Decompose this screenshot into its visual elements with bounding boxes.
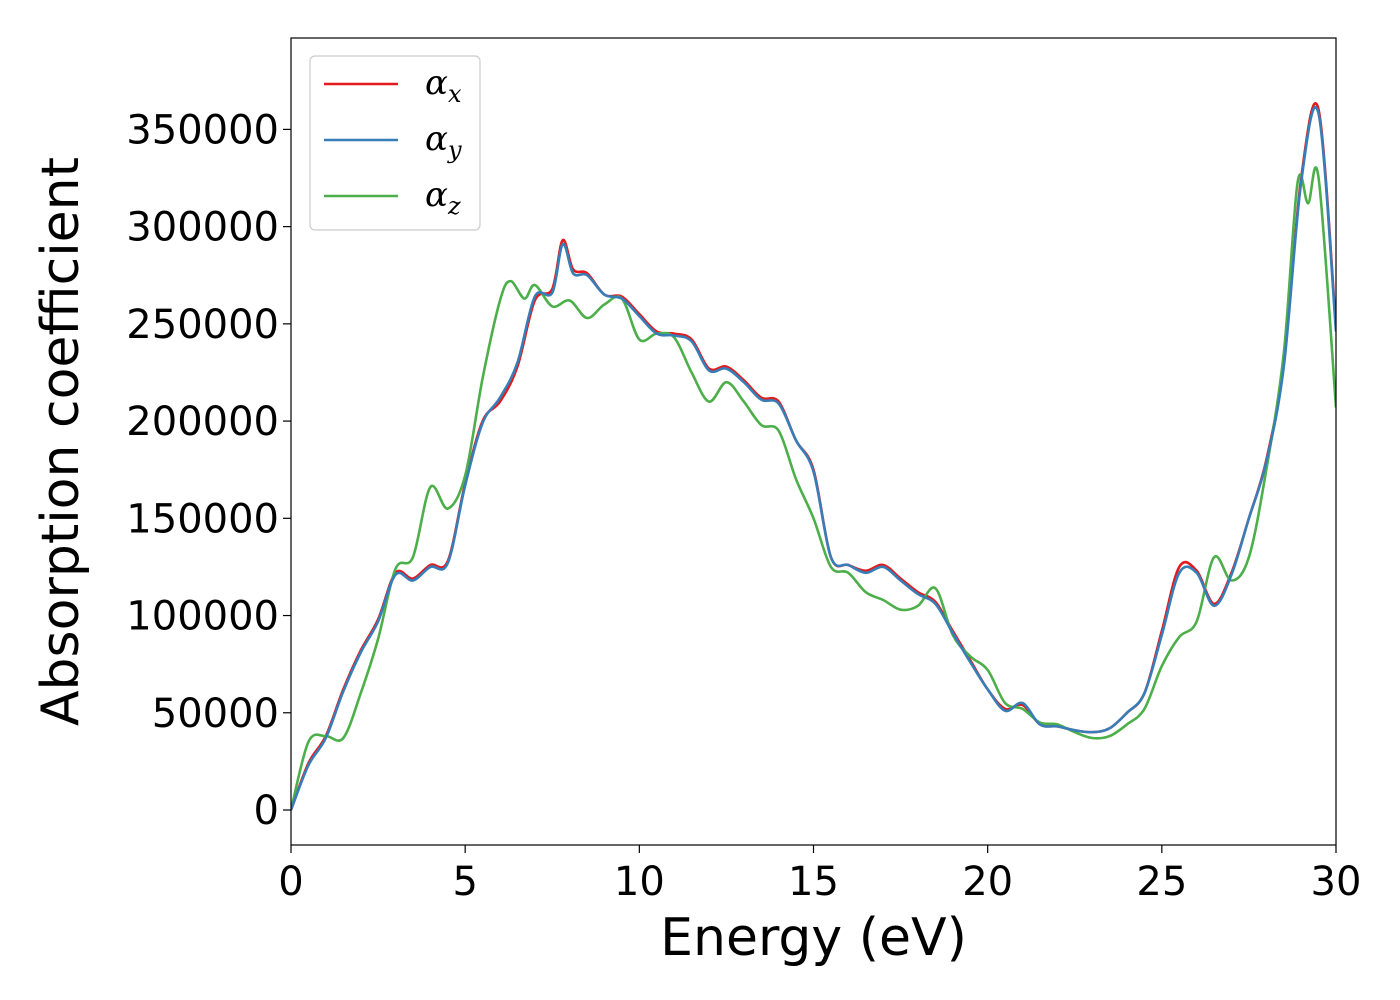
- y-tick-label: 150000: [126, 496, 279, 542]
- series-line-alpha-z: [291, 166, 1336, 811]
- y-tick-label: 300000: [126, 205, 279, 251]
- x-tick-label: 5: [452, 859, 477, 905]
- y-tick-label: 0: [254, 788, 279, 834]
- x-tick-label: 10: [614, 859, 665, 905]
- y-tick-label: 250000: [126, 302, 279, 348]
- y-tick-label: 200000: [126, 399, 279, 445]
- legend-label-alpha-z: αz: [425, 175, 461, 220]
- legend-box: [309, 55, 481, 231]
- series-layer: [291, 102, 1336, 811]
- x-axis-title: Energy (eV): [660, 908, 967, 968]
- legend: αx αy αz: [309, 55, 481, 231]
- x-axis-ticks: 0 5 10 15 20 25 30: [278, 845, 1361, 905]
- x-tick-label: 20: [962, 859, 1013, 905]
- x-tick-label: 25: [1136, 859, 1187, 905]
- x-tick-label: 30: [1311, 859, 1362, 905]
- legend-label-alpha-y: αy: [425, 119, 462, 164]
- y-tick-label: 100000: [126, 594, 279, 640]
- y-axis-title: Absorption coefficient: [31, 157, 91, 726]
- y-tick-label: 350000: [126, 107, 279, 153]
- y-axis-ticks: 0 50000 100000 150000 200000 250000 300000 3500…: [126, 107, 291, 834]
- series-line-alpha-y: [291, 105, 1336, 811]
- x-tick-label: 15: [788, 859, 839, 905]
- legend-label-alpha-x: αx: [425, 63, 462, 108]
- y-tick-label: 50000: [152, 691, 279, 737]
- x-tick-label: 0: [278, 859, 303, 905]
